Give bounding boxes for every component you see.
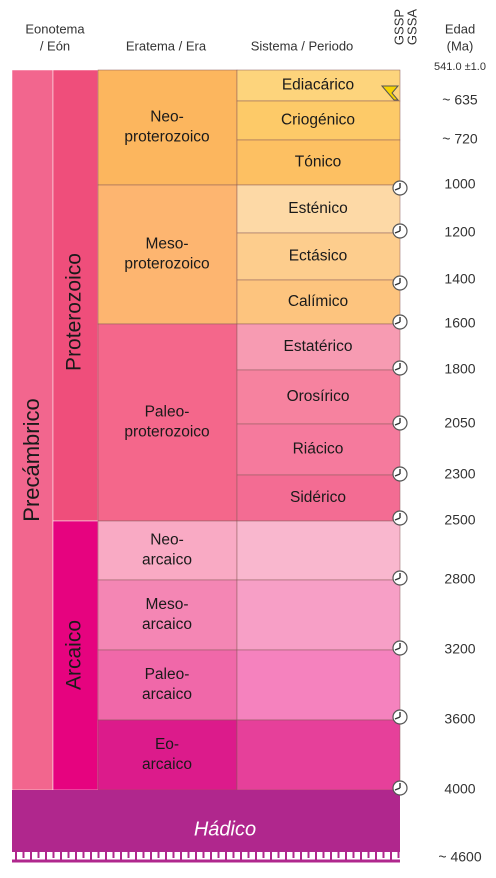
age-label: 1600 [444,315,475,331]
eon-label: Arcaico [63,620,86,690]
golden-spike-icon [380,85,400,101]
era-cell [97,520,238,581]
header-age: Edad [445,21,475,36]
system-cell [236,139,401,186]
gssa-clock-hands [394,278,401,286]
age-label: 2300 [444,466,475,482]
gssa-clock-hands [394,643,401,651]
eon-label: Proterozoico [63,253,86,371]
system-cell [236,69,401,102]
top-age: 541.0 ±1.0 [434,61,486,73]
gssa-clock-hands [394,226,401,234]
age-label: 1000 [444,176,475,192]
system-cell [236,184,401,234]
eon-cell [52,69,99,522]
system-cell [236,520,401,581]
era-cell [97,184,238,325]
icons [380,85,408,796]
system-label: Criogénico [281,112,355,129]
age-label: ~ 4600 [438,849,481,865]
era-cell [97,323,238,522]
hadean-cell [12,790,400,852]
system-label: Sidérico [290,489,346,506]
gssa-clock-hands [394,712,401,720]
age-label: 3600 [444,711,475,727]
header-gssa: GSSA [404,9,419,45]
age-label: 2500 [444,512,475,528]
system-cell [236,232,401,281]
supereon-cell [11,69,54,791]
age-label: ~ 720 [442,131,478,147]
era-label: proterozoico [124,424,209,441]
gssa-clock-hands [394,317,401,325]
system-label: Ediacárico [282,77,354,94]
era-cell [97,69,238,186]
era-label: Meso- [145,236,188,253]
gssa-clock-hands [394,513,401,521]
system-cell [236,474,401,522]
era-label: arcaico [142,756,192,773]
gssa-clock-hands [394,418,401,426]
gssa-clock-hands [394,363,401,371]
age-label: 1800 [444,361,475,377]
era-label: Eo- [155,736,179,753]
system-label: Estatérico [284,338,353,355]
era-cell [97,579,238,651]
era-label: proterozoico [124,129,209,146]
era-label: Meso- [145,596,188,613]
era-label: arcaico [142,552,192,569]
system-cell [236,649,401,721]
era-cell [97,719,238,791]
era-label: proterozoico [124,256,209,273]
era-label: Paleo- [145,404,190,421]
system-label: Tónico [295,154,342,171]
era-label: Paleo- [145,666,190,683]
system-label: Orosírico [287,388,350,405]
age-label: 4000 [444,781,475,797]
gssa-clock-hands [394,183,401,191]
header-eon: / Eón [40,38,70,53]
age-label: 2050 [444,415,475,431]
gssa-clock-hands [394,573,401,581]
header-gssp: GSSP [391,9,406,45]
age-label: 3200 [444,641,475,657]
cells [11,69,401,863]
era-cell [97,649,238,721]
header-era: Eratema / Era [126,38,207,53]
supereon-label: Precámbrico [19,398,44,521]
age-label: ~ 635 [442,92,478,108]
system-cell [236,323,401,371]
hadean-label: Hádico [194,818,256,840]
age-label: 2800 [444,571,475,587]
era-label: arcaico [142,686,192,703]
system-label: Calímico [288,293,348,310]
system-label: Riácico [293,441,344,458]
era-label: Neo- [150,532,184,549]
age-label: 1400 [444,271,475,287]
system-label: Ectásico [289,248,348,265]
gssa-clock-hands [394,783,401,791]
header-age: (Ma) [447,38,474,53]
system-cell [236,719,401,791]
header-eon: Eonotema [25,21,85,36]
system-label: Esténico [288,200,347,217]
system-cell [236,369,401,425]
era-label: Neo- [150,109,184,126]
system-cell [236,100,401,141]
age-label: 1200 [444,224,475,240]
system-cell [236,423,401,476]
gssa-clock-hands [394,469,401,477]
system-cell [236,579,401,651]
header-system: Sistema / Periodo [251,38,354,53]
era-label: arcaico [142,616,192,633]
labels: Eonotema / Eón Eratema / Era Sistema / P… [19,9,486,865]
eon-cell [52,520,99,791]
